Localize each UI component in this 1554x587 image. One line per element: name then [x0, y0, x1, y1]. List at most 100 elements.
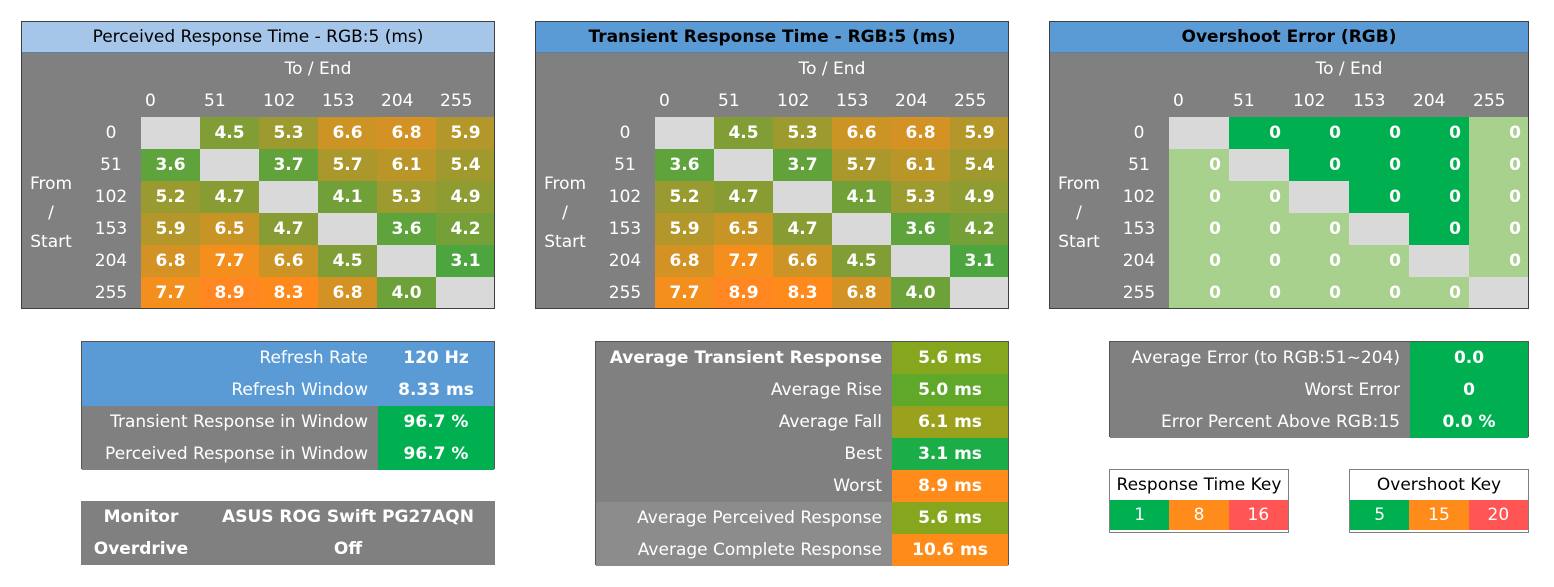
heatmap-cell: 4.2 [436, 213, 495, 245]
heatmap-cell: 0 [1409, 181, 1469, 213]
heatmap-cell: 3.6 [655, 149, 714, 181]
refresh-window-label: Refresh Window [82, 374, 378, 406]
heatmap-cell: 0 [1289, 213, 1349, 245]
heatmap-cell: 0 [1469, 213, 1529, 245]
heatmap-cell: 5.3 [773, 117, 832, 149]
heatmap-cell: 4.9 [950, 181, 1009, 213]
heatmap-cell [436, 277, 495, 309]
heatmap-cell: 0 [1469, 181, 1529, 213]
transient-summary-value: 5.6 ms [892, 502, 1008, 534]
worst-error-label: Worst Error [1110, 374, 1410, 406]
heatmap-cell: 8.3 [773, 277, 832, 309]
overdrive-value: Off [333, 539, 363, 559]
heatmap-cell: 0 [1169, 149, 1229, 181]
row-tick-label: 255 [81, 277, 141, 309]
transient-summary-value: 8.9 ms [892, 470, 1008, 502]
overdrive-row: Overdrive Off [81, 533, 495, 565]
transient-summary-row: Average Rise 5.0 ms [596, 374, 1008, 406]
heatmap-cell: 0 [1349, 277, 1409, 309]
heatmap-cell: 4.1 [832, 181, 891, 213]
heatmap-cell: 4.7 [773, 213, 832, 245]
heatmap-cell: 5.7 [318, 149, 377, 181]
error-row: Error Percent Above RGB:15 0.0 % [1110, 406, 1528, 438]
transient-summary-label: Average Fall [596, 406, 892, 438]
heatmap-cell: 6.6 [832, 117, 891, 149]
heatmap-cell: 6.5 [714, 213, 773, 245]
heatmap-cell: 7.7 [714, 245, 773, 277]
heatmap-cell: 0 [1169, 181, 1229, 213]
col-tick-label: 153 [318, 85, 377, 117]
transient-summary-label: Average Complete Response [596, 534, 892, 566]
heatmap-cell: 6.1 [891, 149, 950, 181]
corner-block [535, 53, 655, 117]
monitor-table: Monitor ASUS ROG Swift PG27AQN Overdrive… [81, 501, 495, 565]
heatmap-cell: 6.1 [377, 149, 436, 181]
col-tick-label: 0 [141, 85, 200, 117]
row-tick-label: 255 [595, 277, 655, 309]
response-key-value: 1 [1110, 500, 1170, 530]
response-time-key: Response Time Key 1 8 16 [1109, 469, 1289, 533]
heatmap-cell: 3.6 [891, 213, 950, 245]
average-error-value: 0.0 [1410, 342, 1528, 374]
heatmap-cell: 6.6 [259, 245, 318, 277]
heatmap-cell: 0 [1169, 277, 1229, 309]
col-tick-label: 51 [714, 85, 773, 117]
overshoot-key-value: 5 [1350, 500, 1410, 530]
row-tick-label: 204 [81, 245, 141, 277]
col-tick-label: 102 [773, 85, 832, 117]
overshoot-error-title: Overshoot Error (RGB) [1049, 21, 1529, 53]
transient-response-heatmap: Transient Response Time - RGB:5 (ms) To … [535, 21, 1009, 310]
heatmap-cell: 5.3 [259, 117, 318, 149]
col-header: To / End [655, 53, 1009, 85]
transient-summary-label: Average Perceived Response [596, 502, 892, 534]
refresh-row: Refresh Window 8.33 ms [82, 374, 494, 406]
row-tick-label: 204 [1109, 245, 1169, 277]
col-tick-label: 204 [891, 85, 950, 117]
heatmap-cell [377, 245, 436, 277]
heatmap-cell: 0 [1229, 277, 1289, 309]
row-tick-label: 0 [595, 117, 655, 149]
transient-summary-row: Worst 8.9 ms [596, 470, 1008, 502]
heatmap-cell: 0 [1229, 181, 1289, 213]
heatmap-cell: 5.9 [655, 213, 714, 245]
response-key-value: 8 [1169, 500, 1229, 530]
overshoot-error-heatmap: Overshoot Error (RGB) To / End 0 51 102 153 2… [1049, 21, 1529, 310]
heatmap-cell: 0 [1409, 213, 1469, 245]
row-header-text: From [1057, 173, 1101, 194]
col-header: To / End [141, 53, 495, 85]
heatmap-cell [200, 149, 259, 181]
row-header-text: From [543, 173, 587, 194]
col-tick-label: 153 [1349, 85, 1409, 117]
heatmap-cell: 0 [1229, 213, 1289, 245]
row-header-text: / [48, 202, 54, 223]
heatmap-cell: 0 [1409, 149, 1469, 181]
transient-summary-label: Worst [596, 470, 892, 502]
heatmap-cell [1289, 181, 1349, 213]
heatmap-cell [1349, 213, 1409, 245]
row-tick-label: 0 [81, 117, 141, 149]
transient-summary-label: Average Rise [596, 374, 892, 406]
heatmap-cell: 8.3 [259, 277, 318, 309]
refresh-window-value: 8.33 ms [378, 374, 494, 406]
transient-summary-value: 10.6 ms [892, 534, 1008, 566]
row-tick-label: 51 [1109, 149, 1169, 181]
col-tick-label: 153 [832, 85, 891, 117]
heatmap-cell: 4.7 [200, 181, 259, 213]
heatmap-cell: 3.1 [436, 245, 495, 277]
heatmap-cell: 6.8 [377, 117, 436, 149]
heatmap-cell: 4.7 [714, 181, 773, 213]
row-tick-label: 51 [81, 149, 141, 181]
heatmap-cell: 6.8 [141, 245, 200, 277]
heatmap-cell [259, 181, 318, 213]
heatmap-cell: 5.9 [141, 213, 200, 245]
corner-block [21, 53, 141, 117]
error-summary-table: Average Error (to RGB:51~204) 0.0 Worst … [1109, 341, 1529, 438]
heatmap-cell: 5.3 [891, 181, 950, 213]
heatmap-cell: 0 [1169, 213, 1229, 245]
col-tick-label: 255 [436, 85, 495, 117]
perceived-in-window-value: 96.7 % [378, 438, 494, 470]
heatmap-cell: 7.7 [141, 277, 200, 309]
heatmap-cell: 5.4 [436, 149, 495, 181]
col-tick-label: 0 [655, 85, 714, 117]
heatmap-cell [655, 117, 714, 149]
